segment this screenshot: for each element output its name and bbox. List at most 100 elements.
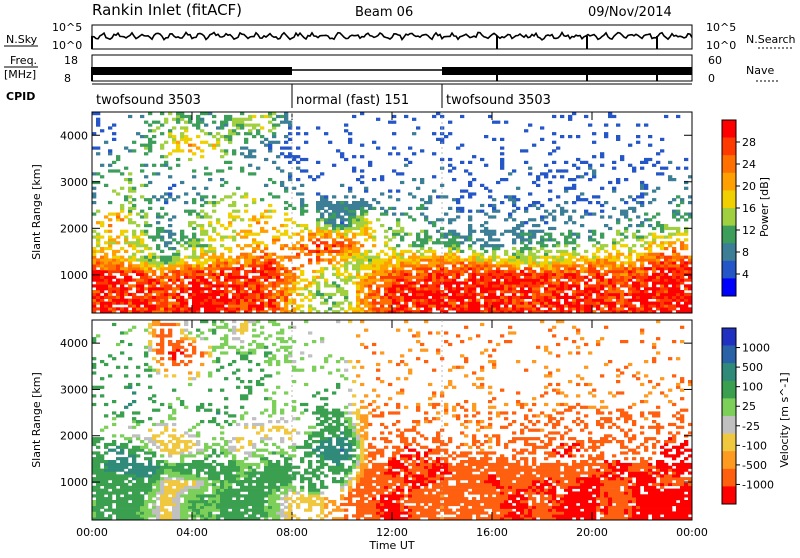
cell-0-33-29	[224, 227, 228, 230]
cell-0-67-23	[360, 244, 364, 247]
cell-0-120-1	[572, 307, 576, 310]
cell-0-1-8	[96, 287, 100, 290]
cell-0-119-32	[568, 218, 572, 221]
cell-1-18-20	[164, 460, 168, 463]
cell-0-14-7	[148, 290, 152, 293]
cell-0-92-18	[460, 258, 464, 261]
cell-0-99-12	[488, 276, 492, 279]
cell-0-123-14	[584, 270, 588, 273]
cell-0-89-13	[448, 273, 452, 276]
cell-0-34-2	[228, 304, 232, 307]
cell-0-13-16	[144, 264, 148, 267]
cell-0-81-25	[416, 238, 420, 241]
cell-1-17-59	[160, 349, 164, 352]
cell-0-12-68	[140, 115, 144, 118]
cell-0-123-18	[584, 258, 588, 261]
cell-0-54-28	[308, 230, 312, 233]
cell-0-95-21	[472, 250, 476, 253]
cell-0-113-19	[544, 256, 548, 259]
cell-0-63-35	[344, 210, 348, 213]
cell-0-11-25	[136, 238, 140, 241]
cell-0-1-18	[96, 258, 100, 261]
cell-0-126-1	[596, 307, 600, 310]
cell-0-64-22	[348, 247, 352, 250]
cell-0-133-6	[624, 293, 628, 296]
cell-0-17-11	[160, 279, 164, 282]
cell-0-30-35	[212, 210, 216, 213]
cell-0-119-24	[568, 241, 572, 244]
cell-0-115-68	[552, 115, 556, 118]
cell-0-44-18	[268, 258, 272, 261]
cell-0-65-12	[352, 276, 356, 279]
cell-0-75-49	[392, 169, 396, 172]
cell-1-10-2	[132, 511, 136, 514]
cell-0-14-3	[148, 302, 152, 305]
cell-0-114-9	[548, 284, 552, 287]
cell-0-99-28	[488, 230, 492, 233]
cell-0-53-22	[304, 247, 308, 250]
cell-0-102-3	[500, 302, 504, 305]
cell-0-116-13	[556, 273, 560, 276]
cell-1-22-66	[180, 329, 184, 332]
cell-0-57-3	[320, 302, 324, 305]
cell-1-6-36	[116, 414, 120, 417]
cell-0-18-7	[164, 290, 168, 293]
cell-1-23-10	[184, 489, 188, 492]
cell-1-17-7	[160, 497, 164, 500]
cell-0-79-57	[408, 147, 412, 150]
cell-0-121-53	[576, 158, 580, 161]
cell-0-59-30	[328, 224, 332, 227]
cell-1-0-53	[92, 366, 96, 369]
cell-1-0-3	[92, 509, 96, 512]
cell-1-20-13	[172, 480, 176, 483]
cell-0-63-25	[344, 238, 348, 241]
cell-1-20-18	[172, 466, 176, 469]
cell-0-43-22	[264, 247, 268, 250]
cell-0-41-16	[256, 264, 260, 267]
cell-0-75-3	[392, 302, 396, 305]
cell-0-135-13	[632, 273, 636, 276]
cell-0-132-53	[620, 158, 624, 161]
cell-0-44-20	[268, 253, 272, 256]
cell-1-10-32	[132, 426, 136, 429]
cell-0-130-13	[612, 273, 616, 276]
cell-0-140-51	[652, 164, 656, 167]
cell-0-47-22	[280, 247, 284, 250]
cell-1-18-19	[164, 463, 168, 466]
cell-0-41-10	[256, 281, 260, 284]
cell-0-60-25	[332, 238, 336, 241]
cell-0-118-25	[564, 238, 568, 241]
cell-0-109-11	[528, 279, 532, 282]
cell-0-82-3	[420, 302, 424, 305]
cell-0-134-21	[628, 250, 632, 253]
cell-0-54-47	[308, 175, 312, 178]
cell-1-9-40	[128, 403, 132, 406]
cell-0-102-17	[500, 261, 504, 264]
cell-1-22-62	[180, 340, 184, 343]
cell-0-59-18	[328, 258, 332, 261]
cell-0-22-15	[180, 267, 184, 270]
cell-0-21-56	[176, 149, 180, 152]
cell-1-15-16	[152, 471, 156, 474]
cell-0-33-67	[224, 118, 228, 121]
cell-0-119-18	[568, 258, 572, 261]
cell-0-0-7	[92, 290, 96, 293]
cell-0-47-8	[280, 287, 284, 290]
cell-0-37-12	[240, 276, 244, 279]
cell-1-23-25	[184, 446, 188, 449]
cell-0-14-22	[148, 247, 152, 250]
cell-0-76-18	[396, 258, 400, 261]
cell-1-11-37	[136, 411, 140, 414]
cell-0-30-22	[212, 247, 216, 250]
cell-0-93-14	[464, 270, 468, 273]
cell-0-36-27	[236, 233, 240, 236]
cell-0-58-30	[324, 224, 328, 227]
cell-0-9-35	[128, 210, 132, 213]
cell-0-128-18	[604, 258, 608, 261]
cell-1-0-8	[92, 494, 96, 497]
cell-0-25-39	[192, 198, 196, 201]
cell-0-83-10	[424, 281, 428, 284]
cell-0-82-19	[420, 256, 424, 259]
cell-0-148-22	[684, 247, 688, 250]
cell-0-93-2	[464, 304, 468, 307]
